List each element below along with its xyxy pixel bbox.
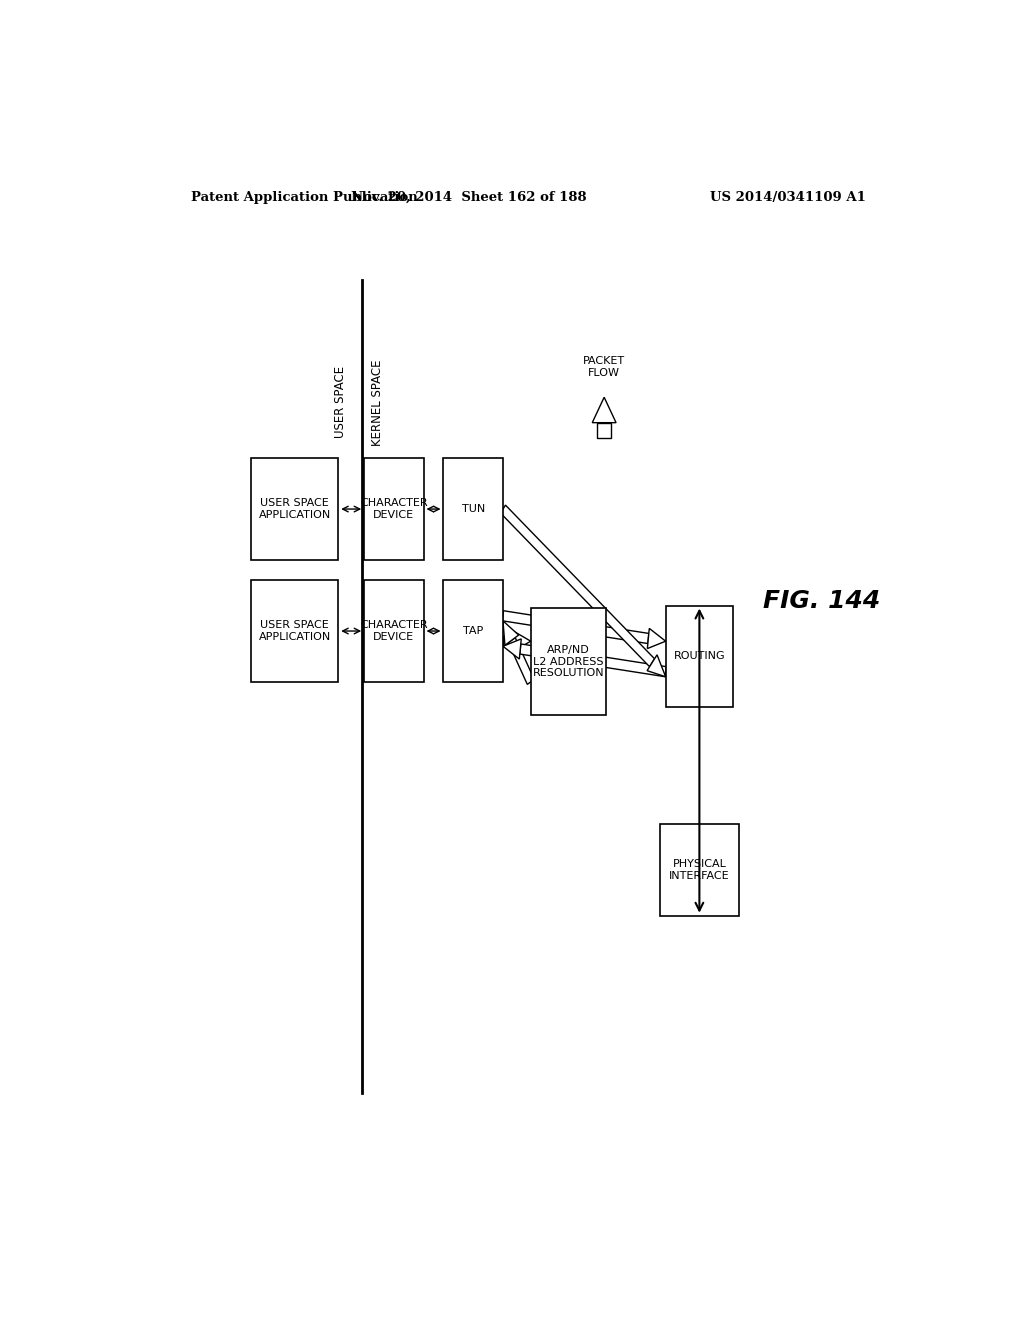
Bar (443, 458, 503, 560)
Polygon shape (503, 620, 518, 645)
Polygon shape (597, 422, 611, 438)
Text: Patent Application Publication: Patent Application Publication (191, 190, 418, 203)
Text: US 2014/0341109 A1: US 2014/0341109 A1 (711, 190, 866, 203)
Text: USER SPACE
APPLICATION: USER SPACE APPLICATION (258, 620, 331, 642)
Text: USER SPACE: USER SPACE (334, 366, 347, 438)
Text: ARP/ND
L2 ADDRESS
RESOLUTION: ARP/ND L2 ADDRESS RESOLUTION (532, 645, 604, 678)
Polygon shape (513, 631, 530, 651)
Bar (251, 581, 338, 682)
Bar (365, 581, 424, 682)
Bar (530, 609, 606, 715)
Polygon shape (647, 655, 666, 677)
Polygon shape (501, 506, 654, 667)
Polygon shape (503, 611, 649, 644)
Polygon shape (508, 638, 535, 684)
Text: CHARACTER
DEVICE: CHARACTER DEVICE (360, 620, 428, 642)
Text: TAP: TAP (463, 626, 483, 636)
Bar (659, 824, 739, 916)
Text: FIG. 144: FIG. 144 (763, 589, 881, 612)
Text: KERNEL SPACE: KERNEL SPACE (372, 359, 384, 446)
Polygon shape (503, 636, 513, 647)
Text: TUN: TUN (462, 504, 484, 513)
Text: Nov. 20, 2014  Sheet 162 of 188: Nov. 20, 2014 Sheet 162 of 188 (351, 190, 587, 203)
Text: PACKET
FLOW: PACKET FLOW (583, 356, 626, 378)
Polygon shape (647, 628, 666, 648)
Polygon shape (592, 397, 616, 422)
Polygon shape (520, 644, 667, 677)
Text: CHARACTER
DEVICE: CHARACTER DEVICE (360, 498, 428, 520)
Bar (443, 581, 503, 682)
Text: USER SPACE
APPLICATION: USER SPACE APPLICATION (258, 498, 331, 520)
Polygon shape (503, 639, 521, 659)
Bar (251, 458, 338, 560)
Bar (666, 606, 733, 708)
Text: ROUTING: ROUTING (674, 652, 725, 661)
Bar (365, 458, 424, 560)
Text: PHYSICAL
INTERFACE: PHYSICAL INTERFACE (669, 859, 730, 880)
